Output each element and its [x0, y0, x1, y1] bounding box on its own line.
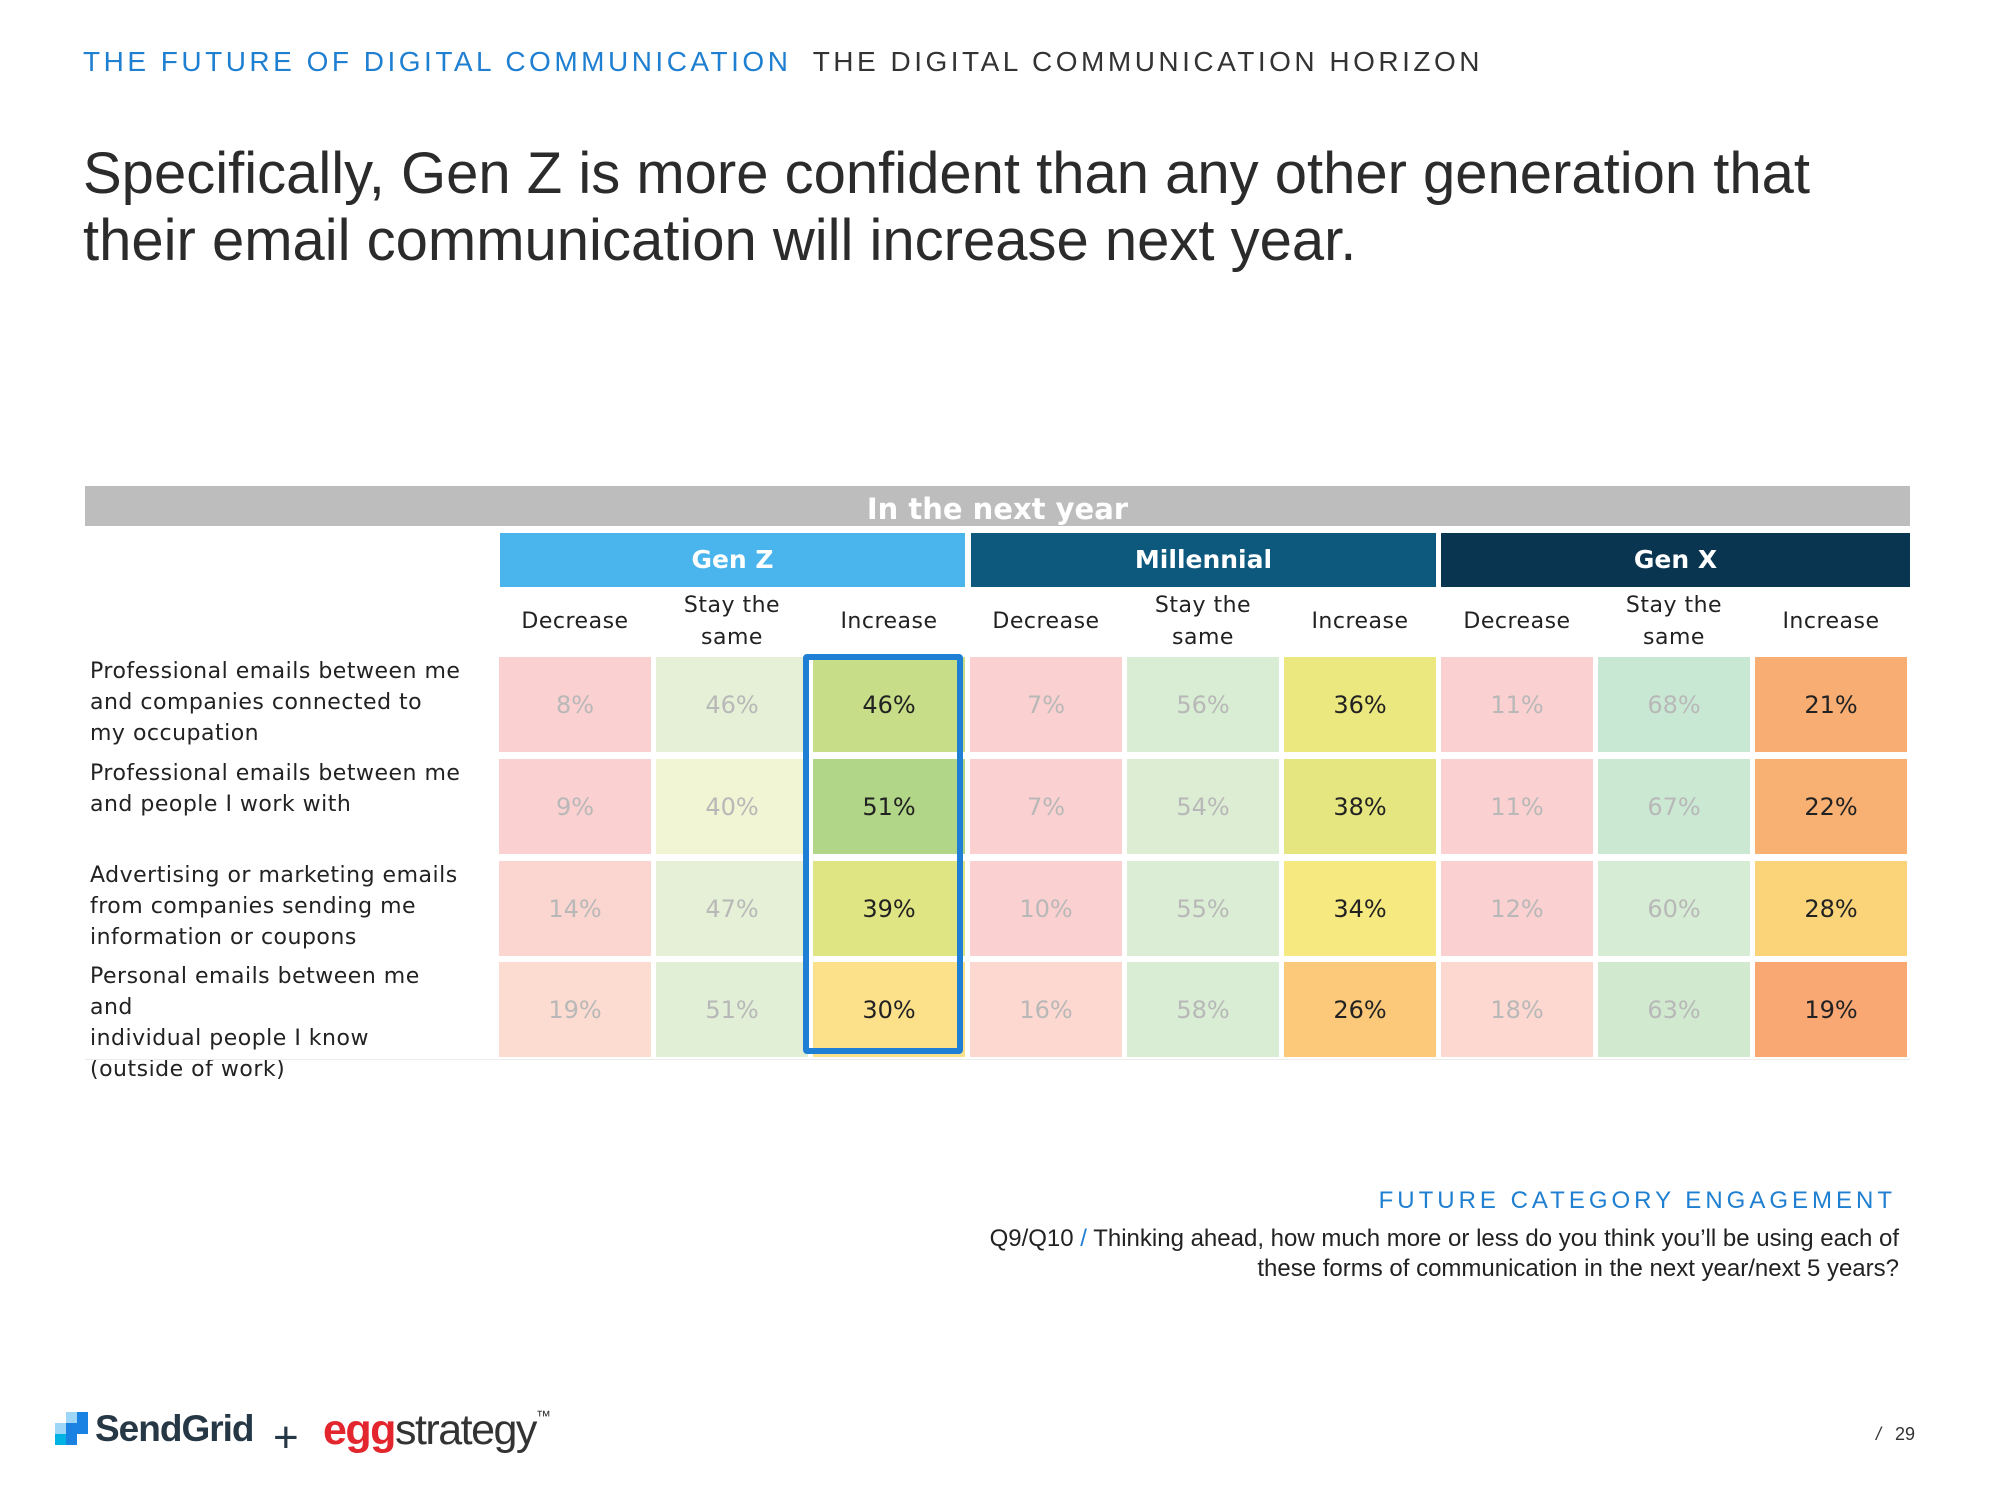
- column-header: Increase: [807, 587, 971, 657]
- page-headline: Specifically, Gen Z is more confident th…: [83, 141, 1811, 273]
- table-cell: 30%: [813, 962, 965, 1057]
- row-label-line: Professional emails between me: [90, 761, 461, 786]
- row-label-line: my occupation: [90, 721, 260, 746]
- question-slash: /: [1080, 1225, 1087, 1252]
- column-header-line: same: [1643, 625, 1705, 650]
- column-header: Decrease: [1435, 587, 1599, 657]
- column-header-line: Stay the: [683, 593, 781, 618]
- sendgrid-wordmark: SendGrid: [95, 1408, 255, 1449]
- page-separator: /: [1875, 1424, 1881, 1444]
- row-label: Professional emails between me and compan…: [90, 656, 470, 749]
- table-cell: 8%: [499, 657, 651, 752]
- question-id: Q9/Q10: [989, 1225, 1074, 1252]
- page-header: THE FUTURE OF DIGITAL COMMUNICATION THE …: [83, 46, 1483, 78]
- table-cell: 55%: [1127, 861, 1279, 956]
- table-cell: 21%: [1755, 657, 1907, 752]
- table-cell: 19%: [499, 962, 651, 1057]
- table-cell: 11%: [1441, 759, 1593, 854]
- source-title: FUTURE CATEGORY ENGAGEMENT: [1378, 1187, 1896, 1214]
- table-cell: 22%: [1755, 759, 1907, 854]
- table-cell: 46%: [813, 657, 965, 752]
- question-text-line2: these forms of communication in the next…: [1257, 1255, 1899, 1282]
- row-label-line: individual people I know: [90, 1026, 369, 1051]
- generation-header: Gen X: [1441, 533, 1910, 587]
- column-header: Stay the same: [1121, 587, 1285, 657]
- table-cell: 36%: [1284, 657, 1436, 752]
- table-cell: 67%: [1598, 759, 1750, 854]
- column-header-line: Increase: [1311, 609, 1409, 634]
- table-cell: 14%: [499, 861, 651, 956]
- table-cell: 63%: [1598, 962, 1750, 1057]
- column-header-line: same: [701, 625, 763, 650]
- table-cell: 58%: [1127, 962, 1279, 1057]
- table-cell: 51%: [656, 962, 808, 1057]
- table-cell: 18%: [1441, 962, 1593, 1057]
- column-header-line: Increase: [1782, 609, 1880, 634]
- source-question: Q9/Q10 / Thinking ahead, how much more o…: [899, 1224, 1899, 1284]
- generation-header: Gen Z: [500, 533, 965, 587]
- page-number-value: 29: [1894, 1424, 1915, 1444]
- table-cell: 16%: [970, 962, 1122, 1057]
- row-label-line: Professional emails between me: [90, 659, 461, 684]
- generation-header: Millennial: [971, 533, 1436, 587]
- table-cell: 54%: [1127, 759, 1279, 854]
- row-label-line: information or coupons: [90, 925, 357, 950]
- table-cell: 7%: [970, 759, 1122, 854]
- gen-z-increase-highlight: [803, 654, 963, 1054]
- row-label-line: Advertising or marketing emails: [90, 863, 458, 888]
- eggstrategy-strategy-text: strategy: [394, 1406, 537, 1454]
- row-label-line: from companies sending me: [90, 894, 417, 919]
- table-cell: 12%: [1441, 861, 1593, 956]
- table-cell: 51%: [813, 759, 965, 854]
- logo-plus: +: [273, 1413, 299, 1462]
- row-label-line: and companies connected to: [90, 690, 423, 715]
- table-cell: 56%: [1127, 657, 1279, 752]
- table-cell: 38%: [1284, 759, 1436, 854]
- table-cell: 39%: [813, 861, 965, 956]
- row-label: Advertising or marketing emails from comp…: [90, 860, 470, 953]
- eggstrategy-logo: eggstrategy™: [323, 1406, 551, 1455]
- row-label: Personal emails between me and individual…: [90, 961, 470, 1085]
- table-cell: 40%: [656, 759, 808, 854]
- column-header: Increase: [1278, 587, 1442, 657]
- table-cell: 68%: [1598, 657, 1750, 752]
- table-cell: 7%: [970, 657, 1122, 752]
- column-header-line: Decrease: [1463, 609, 1571, 634]
- column-header: Decrease: [964, 587, 1128, 657]
- row-label: Professional emails between me and people…: [90, 758, 470, 820]
- table-cell: 47%: [656, 861, 808, 956]
- row-label-line: and people I work with: [90, 792, 352, 817]
- column-header-line: Decrease: [521, 609, 629, 634]
- table-cell: 46%: [656, 657, 808, 752]
- question-text-line1: Thinking ahead, how much more or less do…: [1093, 1225, 1899, 1252]
- table-cell: 19%: [1755, 962, 1907, 1057]
- column-header: Decrease: [493, 587, 657, 657]
- row-label-line: Personal emails between me and: [90, 964, 420, 1020]
- trademark-symbol: ™: [535, 1408, 551, 1425]
- table-cell: 34%: [1284, 861, 1436, 956]
- table-cell: 28%: [1755, 861, 1907, 956]
- column-header-line: Decrease: [992, 609, 1100, 634]
- column-header-line: Stay the: [1625, 593, 1723, 618]
- sendgrid-logo: SendGrid: [55, 1408, 255, 1450]
- eggstrategy-egg-text: egg: [323, 1406, 396, 1454]
- column-header: Stay the same: [650, 587, 814, 657]
- section-title: THE FUTURE OF DIGITAL COMMUNICATION: [83, 46, 792, 77]
- column-header-line: same: [1172, 625, 1234, 650]
- table-cell: 9%: [499, 759, 651, 854]
- column-header-line: Increase: [840, 609, 938, 634]
- row-label-line: (outside of work): [90, 1057, 286, 1082]
- table-cell: 26%: [1284, 962, 1436, 1057]
- column-header: Stay the same: [1592, 587, 1756, 657]
- chapter-title: THE DIGITAL COMMUNICATION HORIZON: [812, 46, 1484, 77]
- column-header-line: Stay the: [1154, 593, 1252, 618]
- table-cell: 60%: [1598, 861, 1750, 956]
- table-cell: 10%: [970, 861, 1122, 956]
- column-header: Increase: [1749, 587, 1913, 657]
- table-bottom-rule: [85, 1059, 1910, 1060]
- period-header: In the next year: [85, 486, 1910, 526]
- page-number: / 29: [1876, 1424, 1915, 1445]
- table-cell: 11%: [1441, 657, 1593, 752]
- sendgrid-mark-icon: [55, 1412, 88, 1445]
